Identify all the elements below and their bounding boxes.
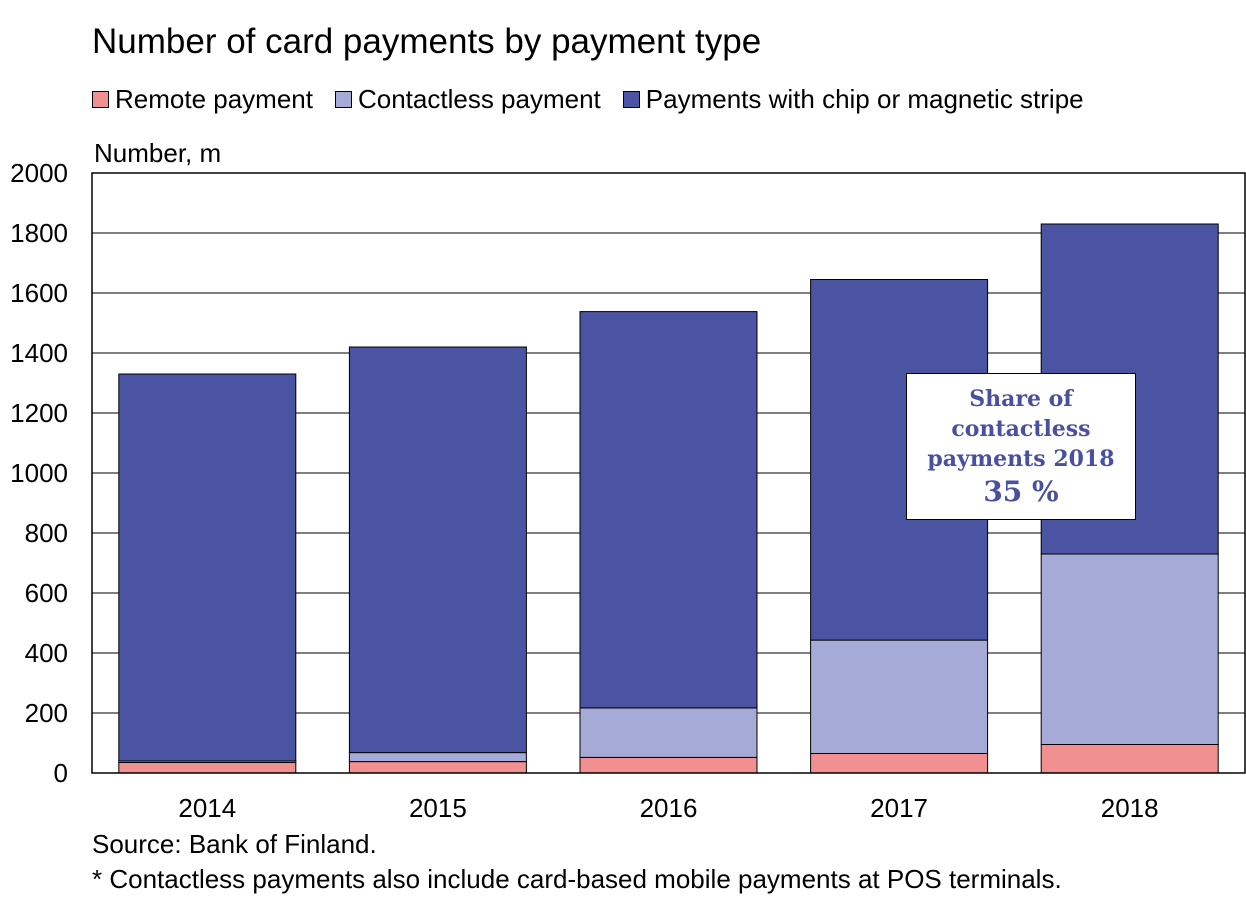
legend-item-contactless: Contactless payment <box>334 84 601 115</box>
bar-segment-contactless <box>810 639 989 754</box>
x-tick-label: 2017 <box>870 793 928 823</box>
legend-label-chip-stripe: Payments with chip or magnetic stripe <box>645 84 1084 114</box>
x-tick-label: 2015 <box>409 793 467 823</box>
contactless-share-callout: Share of contactless payments 2018 35 % <box>906 373 1136 520</box>
y-tick-label: 1400 <box>10 338 68 368</box>
legend-label-contactless: Contactless payment <box>357 84 601 114</box>
y-axis-label: Number, m <box>94 138 222 168</box>
bar-segment-contactless <box>579 707 758 758</box>
bar-segment-remote <box>1040 744 1219 774</box>
y-tick-label: 200 <box>25 698 68 728</box>
legend-item-chip-stripe: Payments with chip or magnetic stripe <box>622 84 1084 115</box>
legend-label-remote: Remote payment <box>115 84 313 114</box>
y-tick-label: 800 <box>25 518 68 548</box>
y-tick-label: 1600 <box>10 278 68 308</box>
bar-segment-contactless <box>1040 553 1219 745</box>
footnote: * Contactless payments also include card… <box>92 864 1062 894</box>
source-note: Source: Bank of Finland. <box>92 829 377 859</box>
legend-item-remote: Remote payment <box>92 84 313 115</box>
y-tick-label: 600 <box>25 578 68 608</box>
x-tick-label: 2016 <box>640 793 698 823</box>
legend-swatch-contactless <box>334 91 352 108</box>
chart-title: Number of card payments by payment type <box>92 22 762 61</box>
bar-segment-contactless <box>348 752 527 763</box>
y-tick-label: 0 <box>54 758 68 788</box>
y-tick-label: 1000 <box>10 458 68 488</box>
x-tick-label: 2014 <box>178 793 236 823</box>
y-tick-label: 400 <box>25 638 68 668</box>
bar-segment-chip-stripe <box>348 346 527 754</box>
bar-segment-remote <box>118 762 297 774</box>
legend-swatch-remote <box>92 91 109 108</box>
bar-segment-chip-stripe <box>118 373 297 762</box>
callout-value: 35 % <box>983 475 1059 508</box>
bar-segment-chip-stripe <box>579 311 758 709</box>
legend-swatch-chip-stripe <box>622 91 640 108</box>
bar-segment-remote <box>810 753 989 774</box>
bar-segment-remote <box>579 756 758 774</box>
callout-line-3: payments 2018 <box>927 446 1115 472</box>
callout-line-2: contactless <box>951 416 1091 442</box>
y-tick-label: 1800 <box>10 218 68 248</box>
plot-frame <box>91 172 1246 774</box>
y-tick-label: 1200 <box>10 398 68 428</box>
chart-legend: Remote payment Contactless payment Payme… <box>92 84 1106 115</box>
y-tick-label: 2000 <box>10 158 68 188</box>
bar-segment-remote <box>348 761 527 774</box>
x-tick-label: 2018 <box>1101 793 1159 823</box>
callout-line-1: Share of <box>969 386 1073 412</box>
